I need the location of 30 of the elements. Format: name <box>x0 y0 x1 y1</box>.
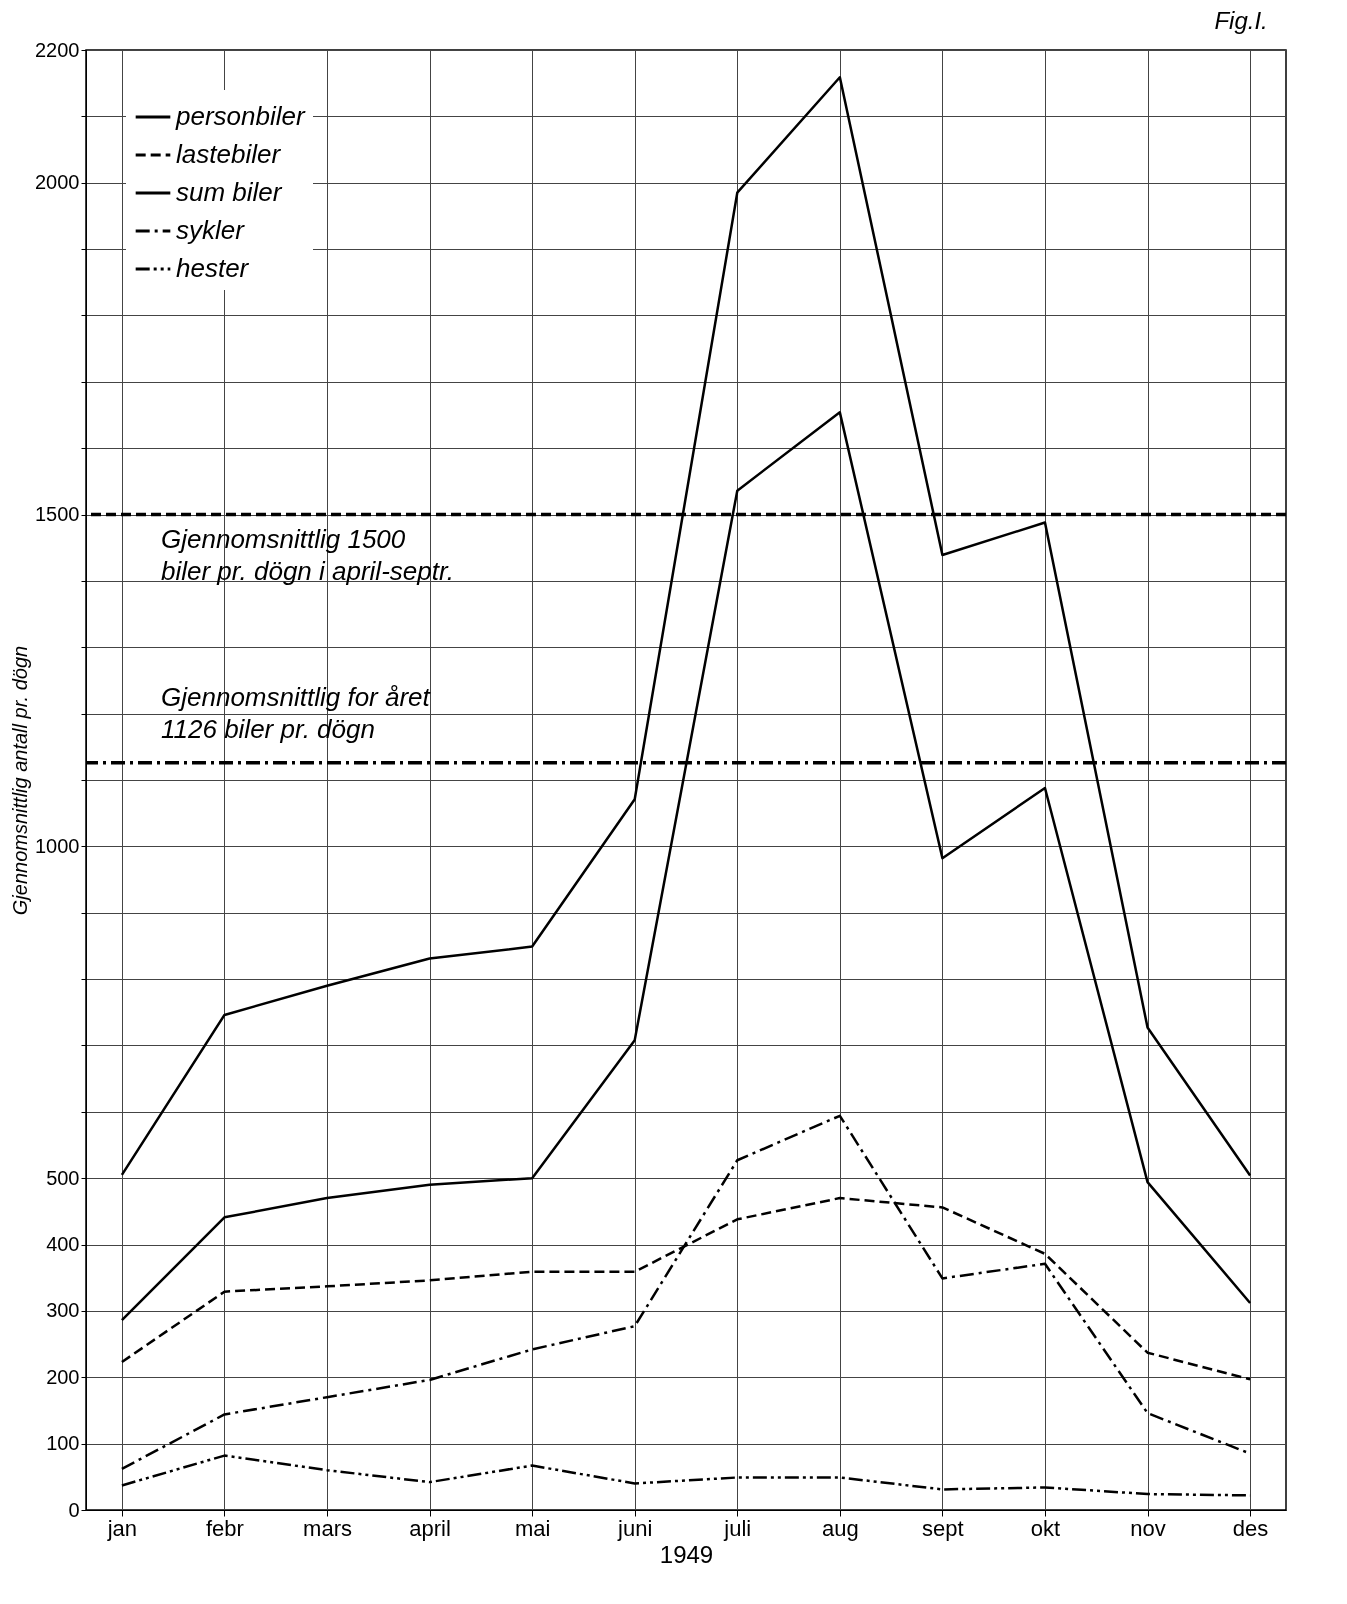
y-tick-label: 0 <box>68 1498 80 1521</box>
y-tick-label: 1000 <box>35 834 80 857</box>
legend-label: sykler <box>176 215 246 245</box>
x-tick-label: sept <box>922 1515 964 1541</box>
x-tick-label: febr <box>206 1515 244 1541</box>
legend-label: lastebiler <box>176 139 282 169</box>
y-tick-label: 2000 <box>35 171 80 194</box>
y-tick-label: 300 <box>46 1299 80 1322</box>
legend-label: hester <box>176 253 250 283</box>
y-tick-label: 500 <box>46 1166 80 1189</box>
y-tick-label: 200 <box>46 1365 80 1388</box>
legend-label: personbiler <box>175 101 306 131</box>
y-tick-label: 1500 <box>35 503 80 526</box>
chart-title: Fig.I. <box>1214 7 1268 34</box>
y-tick-label: 100 <box>46 1432 80 1455</box>
x-tick-label: juli <box>723 1515 752 1541</box>
x-tick-label: april <box>409 1515 451 1541</box>
x-tick-label: okt <box>1030 1515 1061 1541</box>
x-tick-label: des <box>1232 1515 1269 1541</box>
x-tick-label: jan <box>106 1515 138 1541</box>
legend-label: sum biler <box>176 177 283 207</box>
x-tick-label: juni <box>617 1515 653 1541</box>
x-tick-label: aug <box>821 1515 859 1541</box>
y-axis-title: Gjennomsnittlig antall pr. dögn <box>9 645 32 916</box>
y-tick-label: 400 <box>46 1233 80 1256</box>
x-tick-label: mars <box>303 1515 352 1541</box>
y-tick-label: 2200 <box>35 38 80 61</box>
x-axis-title: 1949 <box>659 1540 714 1568</box>
x-tick-label: mai <box>514 1515 551 1541</box>
x-tick-label: nov <box>1130 1515 1166 1541</box>
